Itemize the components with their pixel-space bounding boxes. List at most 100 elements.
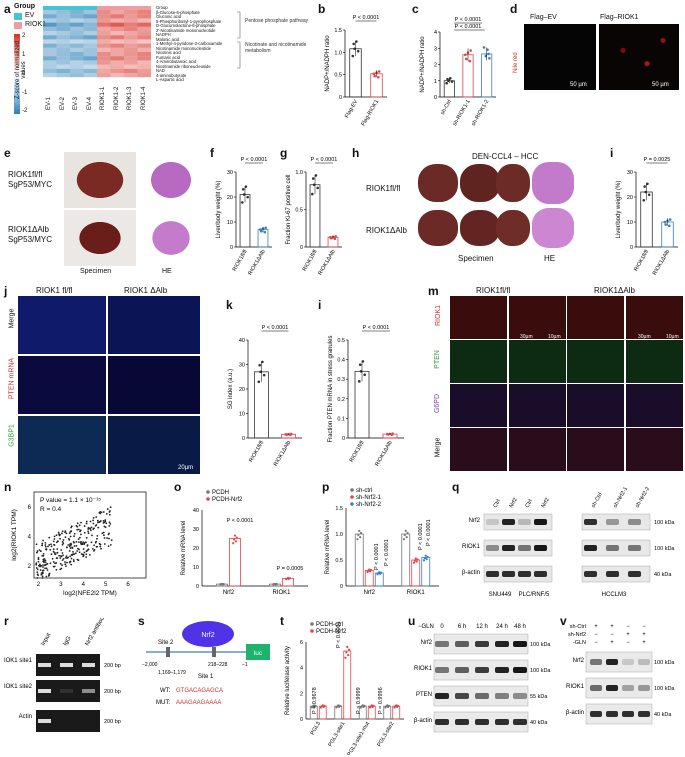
heatmap-cell (56, 18, 70, 23)
bar (282, 578, 294, 587)
data-point (51, 557, 54, 560)
h-specimen-1a (418, 164, 458, 202)
data-point (259, 228, 262, 231)
heatmap-cell (43, 39, 57, 44)
legend-label: PCDH-Nrf2 (316, 629, 347, 635)
h-col1: Specimen (458, 254, 494, 263)
j-img-merge-1 (18, 296, 106, 354)
m-image (450, 296, 507, 339)
bar (374, 572, 384, 587)
mut-sequence: AAAGAAGAAAA (176, 700, 221, 706)
h-specimen-1c (496, 164, 530, 202)
data-point (41, 575, 44, 578)
m-image (567, 296, 624, 339)
data-point (264, 226, 267, 230)
lane-label: Ctrl (525, 499, 534, 509)
data-point (37, 558, 40, 561)
data-point (373, 74, 376, 78)
data-point (64, 556, 67, 559)
y-tick-label: 1.0 (295, 170, 303, 176)
data-point (104, 526, 107, 529)
y-tick-label: 40 (239, 338, 245, 344)
heatmap-row-label: β-Glucose-6-phosphate (156, 9, 200, 15)
kda-label: 40 kDa (530, 720, 548, 726)
data-point (65, 565, 67, 567)
data-point (386, 704, 389, 707)
heatmap-row-label: 4-aminobutyrate (156, 72, 187, 78)
nrf2-ellipse (182, 621, 234, 647)
data-point (413, 559, 416, 562)
heatmap-group-cell (137, 6, 151, 10)
m-image (567, 428, 624, 471)
data-point (59, 537, 61, 540)
data-point (80, 540, 82, 543)
m-image (450, 428, 507, 471)
heatmap-cell (56, 73, 70, 78)
data-point (36, 550, 39, 553)
sign-label: + (594, 624, 598, 630)
lane-label: sh-Ctrl (591, 492, 604, 509)
data-point (46, 569, 49, 571)
x-tick-label: PGL3-site2 (377, 721, 396, 748)
pos-label: 218–228 (208, 662, 228, 668)
legend-marker (350, 502, 354, 506)
y-tick-label: 0.5 (335, 558, 343, 564)
blot-band (622, 659, 634, 665)
heatmap-row-label: 1-Methyl-4-pyridone-3-carboxamide (156, 41, 223, 46)
data-point (464, 57, 468, 61)
y-tick-label: 10 (239, 412, 245, 418)
panel-label-n: n (4, 480, 12, 494)
diagram-s: Nrf2 luc Site 2 −2,0001,169–1,179 218–228 −1 S… (142, 621, 270, 706)
data-point (220, 582, 224, 586)
blot-band (455, 719, 469, 725)
data-point (468, 59, 472, 63)
data-point (314, 704, 317, 708)
heatmap-cell (43, 47, 57, 52)
blot-band (638, 659, 650, 665)
data-point (42, 564, 44, 567)
legend-label-riok1: RIOK1 (25, 21, 47, 28)
y-tick-label: 20 (627, 195, 633, 201)
data-point (56, 548, 59, 550)
lane-label: Input (41, 632, 53, 647)
blot-u: −GLN 0 6 h 12 h 24 h 48 h Nrf2 100 kDa RIOK1 100 … (414, 624, 551, 733)
blot-band (475, 667, 489, 673)
x-tick-label: 6 (126, 582, 130, 588)
blot-strip (585, 703, 653, 725)
p-value: P < 0.0001 (311, 157, 338, 163)
blot-strip (585, 677, 653, 699)
gel-strip (36, 710, 100, 732)
heatmap-cell (110, 31, 124, 36)
heatmap-cell (124, 26, 138, 31)
heatmap-group-cell (70, 6, 84, 10)
data-point (358, 380, 361, 383)
data-point (445, 81, 448, 85)
data-point (73, 545, 76, 547)
data-point (246, 195, 249, 199)
heatmap-row-label: L-Aspartic acid (156, 77, 184, 82)
data-point (62, 554, 64, 557)
kda-label: 40 kDa (654, 572, 672, 578)
data-point (60, 567, 63, 570)
x-tick-label: PGL3-site1 (328, 721, 347, 748)
data-point (83, 551, 86, 554)
data-point (42, 569, 45, 572)
data-point (78, 536, 81, 539)
x-axis-label: log2(NFE2l2 TPM) (63, 590, 117, 597)
heatmap-grid (43, 6, 151, 78)
data-point (50, 545, 53, 548)
data-point (78, 548, 80, 551)
blot-band (513, 641, 527, 647)
h-he-2 (532, 208, 574, 248)
panel-label-h: h (352, 146, 360, 160)
sign-label: − (626, 640, 630, 646)
legend-marker (206, 490, 210, 494)
data-point (108, 513, 111, 516)
data-point (86, 544, 89, 547)
gel-band (60, 663, 73, 667)
y-tick-label: 1.0 (334, 50, 342, 56)
heatmap-cell (97, 52, 111, 57)
data-point (346, 645, 349, 649)
data-point (83, 525, 86, 527)
